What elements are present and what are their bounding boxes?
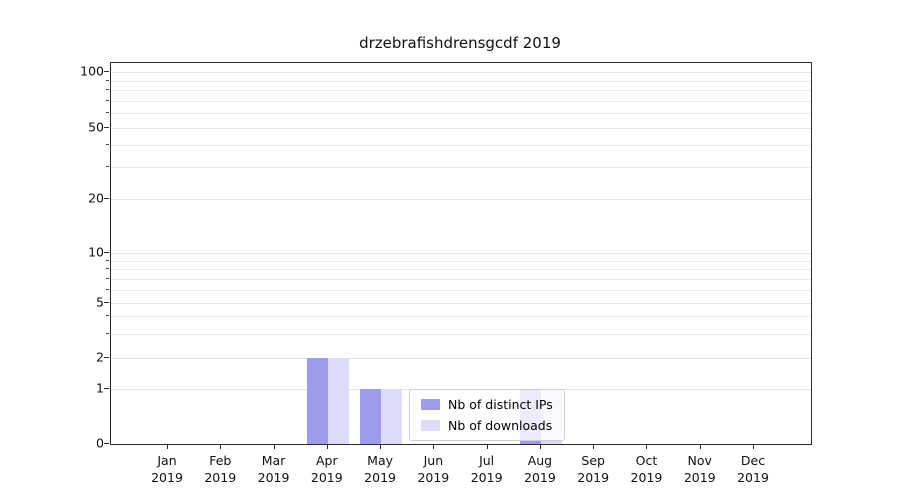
gridline-minor [111,90,811,92]
y-tick-mark [104,388,109,390]
chart-title: drzebrafishdrensgcdf 2019 [359,34,561,52]
x-tick-label-jun: Jun 2019 [417,453,450,485]
x-tick-mark [646,444,648,449]
x-tick-label-oct: Oct 2019 [630,453,663,485]
legend-item-distinct-ips: Nb of distinct IPs [421,397,553,412]
gridline-minor [111,113,811,115]
bar-may-distinct-ips [360,389,382,444]
y-minor-tick-mark [106,277,109,279]
gridline-minor [111,278,811,280]
gridline-minor [111,269,811,271]
x-tick-mark [380,444,382,449]
y-tick-label: 100 [80,63,104,79]
y-tick-label: 50 [88,119,104,135]
y-tick-mark [104,198,109,200]
gridline-major [111,72,811,74]
y-tick-mark [104,302,109,304]
legend-swatch-distinct-ips-icon [421,399,440,410]
gridline-minor [111,80,811,82]
x-tick-label-jul: Jul 2019 [470,453,503,485]
y-tick-mark [104,71,109,73]
gridline-minor [111,289,811,291]
x-tick-mark [699,444,701,449]
y-tick-label: 5 [96,294,104,310]
x-tick-mark [539,444,541,449]
y-minor-tick-mark [106,112,109,114]
x-tick-mark [486,444,488,449]
legend: Nb of distinct IPs Nb of downloads [409,389,565,441]
y-tick-mark [104,443,109,444]
legend-label-distinct-ips: Nb of distinct IPs [448,397,553,412]
x-tick-label-jan: Jan 2019 [151,453,183,485]
axis-layer: 0 1 2 5 10 20 50 100 Jan 2019 Feb 2019 Mar 2019 Apr 201… [80,62,810,485]
y-minor-tick-mark [106,288,109,290]
x-tick-label-may: May 2019 [364,453,396,485]
legend-label-downloads: Nb of downloads [448,418,553,433]
gridline-minor [111,167,811,169]
x-tick-label-mar: Mar 2019 [257,453,290,485]
y-minor-tick-mark [106,99,109,101]
y-minor-tick-mark [106,166,109,168]
x-tick-mark [593,444,595,449]
x-tick-label-apr: Apr 2019 [310,453,343,485]
y-minor-tick-mark [106,315,109,317]
legend-swatch-downloads-icon [421,420,440,431]
x-tick-mark [273,444,275,449]
gridline-minor [111,260,811,262]
x-tick-mark [326,444,328,449]
x-tick-label-nov: Nov 2019 [683,453,716,485]
gridline-minor [111,100,811,102]
y-tick-label: 0 [96,435,104,451]
x-tick-mark [167,444,168,449]
x-tick-mark [433,444,435,449]
y-tick-label: 10 [88,244,104,260]
y-minor-tick-mark [106,144,109,146]
gridline-major [111,127,811,129]
gridline-major [111,253,811,255]
bar-may-downloads [381,389,403,444]
x-tick-label-dec: Dec 2019 [737,453,769,485]
legend-item-downloads: Nb of downloads [421,418,553,433]
y-tick-mark [104,356,109,358]
y-minor-tick-mark [106,268,109,270]
x-tick-label-feb: Feb 2019 [204,453,237,485]
x-tick-label-aug: Aug 2019 [524,453,556,485]
y-tick-mark [104,252,109,254]
y-minor-tick-mark [106,79,109,81]
y-minor-tick-mark [106,89,109,91]
x-tick-mark [753,444,754,449]
plot-area: Nb of distinct IPs Nb of downloads [110,62,812,445]
gridline-minor [111,316,811,318]
gridline-major [111,303,811,305]
gridline-minor [111,333,811,335]
y-tick-label: 20 [88,190,104,206]
y-tick-mark [104,126,109,128]
x-tick-mark [220,444,222,449]
gridline-major [111,357,811,359]
y-tick-label: 2 [96,349,104,365]
y-minor-tick-mark [106,332,109,334]
bar-apr-downloads [327,357,349,444]
y-tick-label: 1 [96,380,104,396]
gridline-minor [111,145,811,147]
x-tick-label-sep: Sep 2019 [577,453,610,485]
y-minor-tick-mark [106,259,109,261]
gridline-major [111,199,811,201]
bar-apr-distinct-ips [306,357,328,444]
